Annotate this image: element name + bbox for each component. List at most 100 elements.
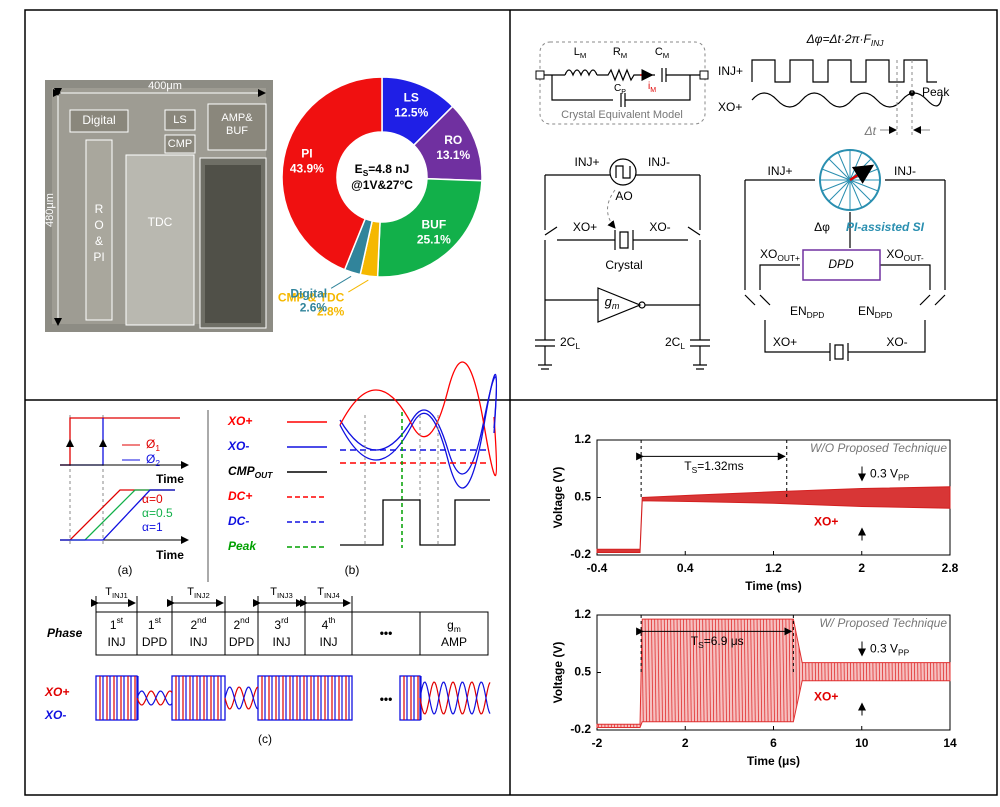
y-tick-label: 1.2 (574, 432, 591, 446)
block-label: TDC (148, 215, 173, 229)
caption: (c) (258, 732, 272, 746)
signal-label: Δt (864, 124, 877, 138)
legend-label: α=0.5 (142, 506, 173, 520)
pi-si-schematic (744, 149, 946, 361)
slice-label: BUF (422, 217, 447, 231)
signal-label: Peak (922, 85, 950, 99)
cell-text: INJ (320, 635, 338, 649)
y-tick-label: -0.2 (570, 547, 591, 561)
frame (24, 9, 998, 796)
block-label: Digital (82, 113, 115, 127)
node-label: ENDPD (790, 304, 824, 320)
block-label: O (94, 218, 103, 232)
component-label: CP (614, 83, 626, 96)
node-label: AO (615, 189, 632, 203)
text-part: OUT (255, 470, 274, 480)
text-part: st (117, 615, 124, 625)
text-part: =1.32ms (697, 459, 743, 473)
legend-label: α=0 (142, 492, 163, 506)
pie-slice (376, 177, 483, 278)
text-part: m (612, 301, 620, 311)
text-part: INJ3 (277, 591, 293, 600)
slice-label: LS (404, 90, 419, 104)
x-tick-label: 6 (770, 736, 777, 750)
block-label: CMP (168, 138, 192, 150)
legend-label: DC- (228, 514, 249, 528)
text-part: 2 (190, 618, 197, 632)
annotation: XO+ (814, 514, 838, 528)
component-label: CM (655, 46, 669, 60)
slice-label: PI (301, 147, 312, 161)
component-label: iM (648, 81, 656, 94)
text-part: 1 (110, 618, 117, 632)
node-label: 2CL (665, 335, 685, 351)
text-part: P (621, 89, 626, 96)
caption: Crystal Equivalent Model (561, 109, 683, 121)
y-axis-label: Voltage (V) (551, 467, 565, 529)
node-label: INJ+ (767, 164, 792, 178)
cell-text: INJ (108, 635, 126, 649)
axis-label: Time (156, 472, 184, 486)
signal-label: INJ+ (718, 64, 743, 78)
slice-label: RO (444, 133, 462, 147)
text-part: S (363, 168, 369, 178)
cell-text: 2nd (233, 615, 249, 632)
x-tick-label: 2 (682, 736, 689, 750)
legend-label: DC+ (228, 489, 252, 503)
text-part: T (105, 586, 112, 598)
timing-b (339, 361, 498, 548)
text-part: EN (858, 304, 875, 318)
text-part: INJ2 (194, 591, 210, 600)
text-part: DPD (875, 310, 893, 320)
legend-label: Ø1 (146, 437, 160, 453)
legend-label: Peak (228, 539, 257, 553)
cell-text: ••• (380, 626, 393, 640)
caption: (b) (345, 563, 360, 577)
x-tick-label: 2.8 (942, 561, 959, 575)
node-label: ENDPD (858, 304, 892, 320)
signal-label: XO- (44, 708, 66, 722)
free-oscillation (136, 690, 173, 706)
annotation: W/O Proposed Technique (810, 441, 947, 455)
free-oscillation (419, 681, 491, 715)
slice-label: Digital (290, 286, 327, 300)
text-part: EN (790, 304, 807, 318)
trace-line (791, 619, 795, 728)
text-part: C (655, 46, 663, 58)
text-part: INJ (871, 38, 884, 48)
text-part: T (691, 634, 699, 648)
dimension-label: 480μm (44, 193, 56, 227)
center-label: @1V&27°C (351, 178, 413, 192)
node-label: Crystal (605, 258, 642, 272)
die-photo (45, 80, 273, 332)
x-tick-label: 10 (855, 736, 869, 750)
text-part: T (684, 459, 692, 473)
free-oscillation (224, 686, 259, 710)
node-label: INJ+ (574, 155, 599, 169)
node-label: INJ- (648, 155, 670, 169)
text-part: 4 (322, 618, 329, 632)
slice-value: 25.1% (417, 232, 451, 246)
node-label: XO+ (573, 220, 597, 234)
text-part: m (454, 624, 461, 634)
x-tick-label: 2 (858, 561, 865, 575)
text-part: st (155, 615, 162, 625)
text-part: =4.8 nJ (368, 162, 409, 176)
annotation: XO+ (814, 689, 838, 703)
block-label: PI (93, 250, 104, 264)
timing-a (60, 415, 189, 545)
ellipsis: ••• (380, 692, 393, 706)
text-part: T (187, 586, 194, 598)
text-part: =6.9 μs (704, 634, 744, 648)
text-part: nd (240, 615, 250, 625)
text-part: DPD (807, 310, 825, 320)
x-tick-label: -2 (592, 736, 603, 750)
component-label: RM (613, 46, 627, 60)
text-part: OUT- (904, 253, 924, 263)
annotation: 0.3 VPP (870, 467, 910, 483)
legend-label: XO+ (227, 414, 252, 428)
node-label: 2CL (560, 335, 580, 351)
block-label: BUF (226, 125, 248, 137)
text-part: 2C (560, 335, 576, 349)
text-part: 2 (233, 618, 240, 632)
